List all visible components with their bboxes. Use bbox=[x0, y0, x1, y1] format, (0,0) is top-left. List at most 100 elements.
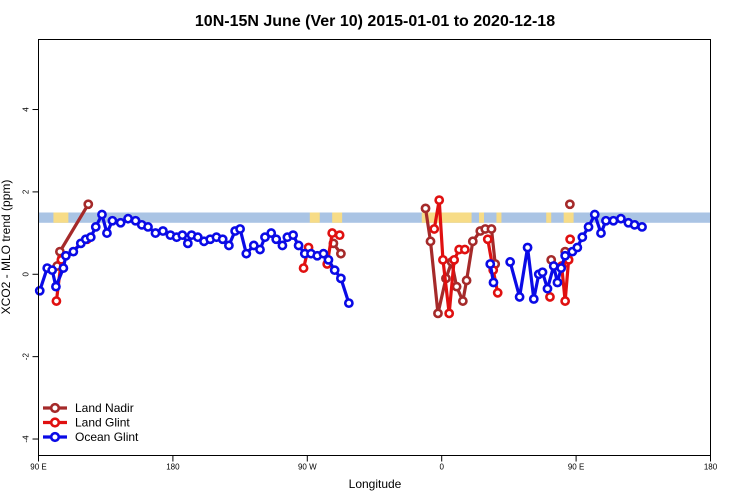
data-point bbox=[482, 234, 493, 245]
plot-frame bbox=[38, 39, 711, 456]
data-point bbox=[115, 217, 126, 228]
data-point bbox=[255, 244, 265, 255]
data-point bbox=[444, 308, 455, 319]
y-axis-label: XCO2 - MLO trend (ppm) bbox=[0, 180, 13, 315]
data-point bbox=[589, 209, 600, 220]
data-point bbox=[60, 250, 71, 261]
data-point bbox=[556, 263, 567, 273]
data-point bbox=[542, 283, 553, 294]
series-ocean-glint bbox=[34, 209, 647, 309]
data-point bbox=[143, 222, 153, 232]
y-tick-label: -2 bbox=[22, 353, 31, 361]
data-point bbox=[514, 292, 525, 302]
y-tick-label: 2 bbox=[22, 189, 31, 194]
data-point bbox=[223, 240, 234, 251]
x-tick-label: 90 W bbox=[298, 463, 317, 472]
legend-label: Ocean Glint bbox=[75, 430, 139, 444]
data-point bbox=[298, 263, 309, 273]
chart-title: 10N-15N June (Ver 10) 2015-01-01 to 2020… bbox=[195, 13, 555, 30]
data-point bbox=[318, 248, 329, 259]
data-point bbox=[266, 228, 277, 238]
data-point bbox=[343, 298, 354, 309]
data-point bbox=[461, 275, 472, 286]
legend-label: Land Nadir bbox=[75, 401, 134, 415]
data-point bbox=[459, 244, 470, 255]
y-tick-label: -4 bbox=[22, 435, 31, 443]
data-point bbox=[564, 199, 575, 210]
data-point bbox=[467, 236, 478, 247]
data-point bbox=[486, 224, 497, 234]
data-point bbox=[577, 232, 588, 243]
x-tick-label: 90 E bbox=[30, 463, 46, 472]
data-point bbox=[107, 215, 118, 226]
data-point bbox=[608, 215, 619, 226]
legend-swatch-marker bbox=[49, 417, 61, 428]
data-point bbox=[177, 230, 188, 241]
plot-area bbox=[34, 195, 711, 319]
data-point bbox=[601, 215, 611, 226]
series-line bbox=[38, 212, 351, 304]
land-band-segment bbox=[421, 212, 472, 223]
data-point bbox=[68, 246, 79, 257]
legend-label: Land Glint bbox=[75, 416, 130, 430]
data-point bbox=[449, 254, 460, 265]
data-point bbox=[429, 224, 440, 234]
y-axis-ticks: -4 -2 0 2 4 bbox=[22, 107, 39, 443]
data-point bbox=[85, 232, 96, 243]
data-point bbox=[158, 226, 168, 236]
data-point bbox=[420, 203, 431, 214]
data-point bbox=[90, 222, 101, 232]
land-band-segment bbox=[496, 212, 502, 223]
data-point bbox=[434, 195, 445, 206]
data-point bbox=[217, 234, 228, 245]
data-point bbox=[528, 294, 539, 304]
data-point bbox=[327, 228, 338, 238]
x-tick-label: 180 bbox=[704, 463, 718, 472]
land-band-segment bbox=[309, 212, 320, 223]
data-point bbox=[583, 222, 594, 232]
data-point bbox=[58, 263, 69, 273]
land-band-segment bbox=[53, 212, 69, 223]
series-line bbox=[508, 212, 643, 301]
legend-swatch-marker bbox=[49, 431, 61, 443]
x-axis-ticks: 90 E 180 90 W 0 90 E 180 bbox=[30, 455, 718, 472]
data-point bbox=[334, 230, 345, 241]
land-band-segment bbox=[332, 212, 343, 223]
data-point bbox=[323, 254, 334, 265]
data-point bbox=[433, 308, 443, 319]
data-point bbox=[596, 228, 606, 238]
data-point bbox=[123, 213, 134, 224]
data-point bbox=[83, 199, 94, 210]
data-point bbox=[335, 273, 346, 284]
x-tick-label: 90 E bbox=[568, 463, 584, 472]
data-point bbox=[51, 296, 62, 306]
data-point bbox=[548, 261, 559, 271]
data-point bbox=[629, 219, 640, 230]
data-point bbox=[241, 248, 252, 259]
data-point bbox=[97, 209, 107, 220]
data-point bbox=[616, 213, 626, 224]
data-point bbox=[492, 287, 503, 298]
data-point bbox=[335, 248, 346, 259]
data-point bbox=[150, 228, 161, 238]
data-point bbox=[277, 240, 288, 251]
data-point bbox=[51, 281, 61, 292]
data-point bbox=[537, 267, 548, 278]
data-point bbox=[572, 242, 583, 253]
data-point bbox=[293, 240, 304, 251]
data-point bbox=[425, 236, 436, 247]
data-point bbox=[288, 230, 299, 241]
data-point bbox=[565, 234, 576, 245]
y-tick-label: 4 bbox=[22, 107, 31, 112]
data-point bbox=[505, 257, 516, 267]
data-point bbox=[329, 265, 340, 276]
legend-item: Ocean Glint bbox=[43, 430, 139, 444]
data-point bbox=[271, 234, 282, 245]
legend-swatch-marker bbox=[49, 402, 61, 414]
data-point bbox=[457, 296, 468, 306]
data-point bbox=[438, 254, 448, 265]
data-point bbox=[545, 292, 555, 302]
data-point bbox=[182, 238, 193, 249]
ocean-band bbox=[38, 212, 711, 223]
